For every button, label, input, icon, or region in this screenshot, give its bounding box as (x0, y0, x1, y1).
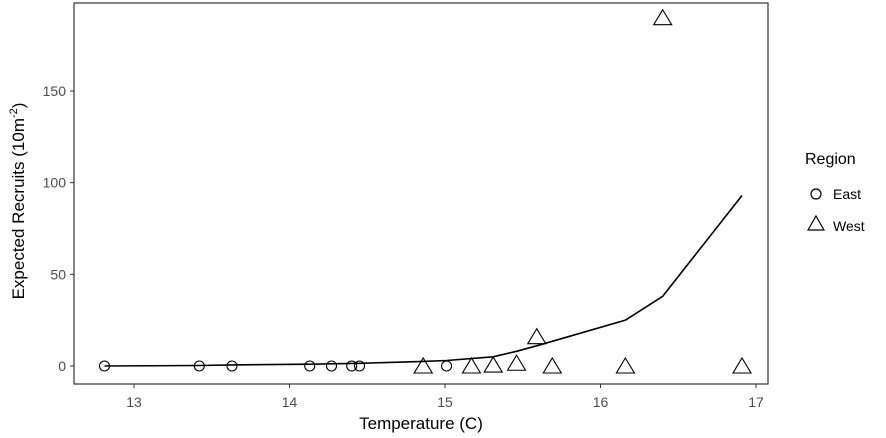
data-point-west (526, 327, 547, 345)
legend-label-west: West (833, 218, 865, 234)
legend-title: Region (805, 151, 856, 168)
data-point-west (461, 356, 482, 374)
fitted-line (104, 195, 743, 367)
data-point-west (483, 356, 504, 373)
data-point-west (615, 356, 636, 374)
data-point-east (98, 360, 111, 372)
x-tick-label: 14 (282, 394, 298, 410)
x-tick-label: 15 (437, 394, 453, 410)
data-point-east (304, 360, 316, 372)
y-tick-label: 50 (50, 266, 66, 282)
y-tick-label: 150 (43, 83, 67, 99)
y-axis-title-superscript: -2 (8, 108, 20, 118)
data-point-west (413, 356, 434, 374)
data-point-west (542, 356, 563, 374)
data-point-east (226, 360, 238, 372)
y-axis-title-main: Expected Recruits (10m (9, 118, 28, 299)
legend-label-east: East (833, 186, 861, 202)
data-point-east (441, 360, 453, 372)
data-point-west (506, 354, 527, 371)
y-tick-label: 100 (43, 175, 67, 191)
y-tick-label: 0 (58, 358, 66, 374)
x-axis: 13 14 15 16 17 (126, 384, 764, 410)
legend: Region East West (805, 151, 865, 234)
y-axis-title: Expected Recruits (10m-2) (8, 103, 28, 300)
y-axis-title-suffix: ) (9, 103, 28, 109)
data-point-west (732, 356, 752, 374)
data-point-east (193, 360, 205, 372)
x-tick-label: 13 (126, 394, 142, 410)
data-point-east (325, 360, 338, 372)
plot-panel (73, 2, 769, 385)
data-point-west (652, 8, 673, 26)
x-tick-label: 16 (593, 394, 609, 410)
data-point-east (353, 360, 366, 372)
x-tick-label: 17 (748, 394, 764, 410)
data-point-east (346, 360, 358, 372)
panel-border (73, 2, 769, 385)
triangle-icon (806, 214, 826, 231)
circle-icon (810, 188, 822, 200)
x-axis-title: Temperature (C) (359, 414, 483, 433)
y-axis: 0 50 100 150 (43, 83, 74, 374)
